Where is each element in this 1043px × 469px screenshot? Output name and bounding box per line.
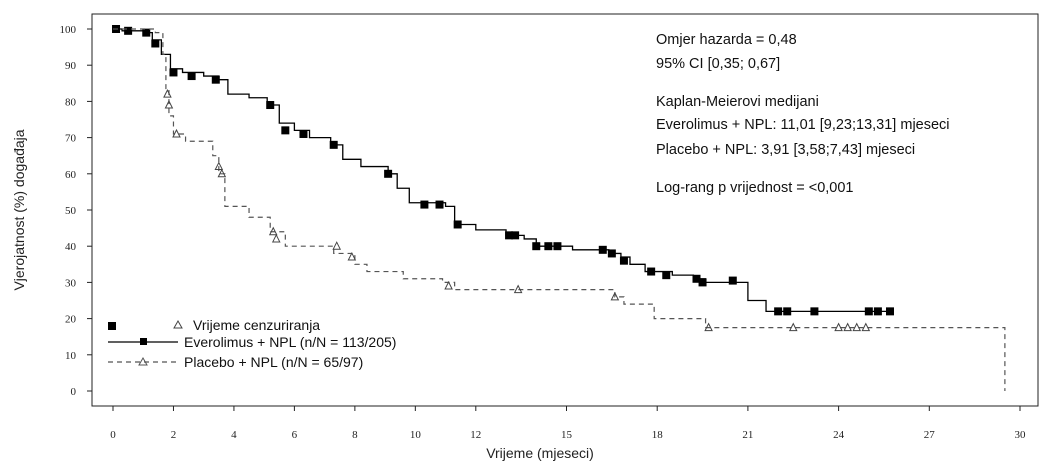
everolimus-censor-mark — [647, 267, 656, 276]
placebo-censor-mark — [852, 322, 862, 332]
everolimus-censor-mark — [511, 231, 520, 240]
everolimus-censor-mark — [864, 307, 873, 316]
x-tick-label: 6 — [292, 429, 298, 441]
x-tick-label: 4 — [231, 429, 237, 441]
everolimus-censor-mark — [619, 256, 628, 265]
legend-everolimus-label: Everolimus + NPL (n/N = 113/205) — [184, 334, 396, 350]
everolimus-censor-mark — [169, 68, 178, 77]
placebo-censor-mark — [513, 284, 523, 294]
placebo-censor-mark — [834, 322, 843, 332]
y-tick-label: 40 — [65, 241, 77, 253]
placebo-censor-mark — [172, 128, 181, 138]
legend-censor-label: Vrijeme cenzuriranja — [193, 317, 320, 333]
everolimus-censor-mark — [873, 307, 882, 316]
placebo-censor-mark — [347, 251, 357, 261]
y-tick-label: 20 — [65, 314, 77, 326]
everolimus-censor-mark — [420, 200, 429, 209]
y-tick-label: 30 — [65, 277, 77, 289]
placebo-censor-mark — [610, 291, 620, 301]
x-axis-title: Vrijeme (mjeseci) — [486, 445, 594, 461]
everolimus-censor-mark — [544, 242, 553, 251]
x-tick-label: 27 — [924, 429, 936, 441]
placebo-censor-mark — [332, 241, 342, 250]
everolimus-censor-mark — [774, 307, 783, 316]
everolimus-censor-mark — [607, 249, 616, 258]
everolimus-censor-mark — [532, 242, 541, 251]
ci-text: 95% CI [0,35; 0,67] — [656, 56, 780, 72]
y-tick-label: 80 — [65, 96, 77, 108]
legend-censor-square-icon — [108, 322, 116, 330]
legend-placebo-marker — [138, 356, 148, 366]
everolimus-censor-mark — [692, 274, 701, 283]
legend-placebo-label: Placebo + NPL (n/N = 65/97) — [184, 354, 363, 370]
series-layer — [112, 25, 1006, 391]
placebo-censor-mark — [704, 322, 713, 332]
x-tick-label: 15 — [561, 429, 573, 441]
y-tick-label: 10 — [65, 350, 77, 362]
everolimus-censor-mark — [187, 72, 196, 81]
everolimus-censor-mark — [662, 271, 671, 280]
annotation-block: Omjer hazarda = 0,48 95% CI [0,35; 0,67]… — [656, 32, 950, 196]
x-tick-label: 24 — [833, 429, 845, 441]
y-axis-title: Vjerojatnost (%) događaja — [11, 129, 27, 290]
everolimus-censor-mark — [281, 126, 290, 135]
placebo-censor-mark — [788, 322, 798, 332]
placebo-censor-mark — [861, 322, 871, 332]
everolimus-median-text: Everolimus + NPL: 11,01 [9,23;13,31] mje… — [656, 117, 950, 133]
everolimus-censor-mark — [266, 101, 275, 110]
y-tick-label: 50 — [65, 205, 77, 217]
legend: Vrijeme cenzuriranja Everolimus + NPL (n… — [108, 317, 396, 370]
x-tick-label: 18 — [652, 429, 664, 441]
y-tick-label: 90 — [65, 60, 77, 72]
x-tick-label: 2 — [171, 429, 177, 441]
y-tick-label: 100 — [60, 24, 77, 36]
everolimus-censor-mark — [885, 307, 894, 316]
legend-censor-triangle-icon — [173, 319, 183, 329]
everolimus-censor-mark — [453, 220, 462, 229]
everolimus-censor-mark — [299, 129, 308, 138]
tick-layer: 0 2 4 6 8 10 12 15 18 21 24 27 300102030405060708090… — [60, 24, 1027, 441]
placebo-censor-mark — [217, 168, 227, 178]
x-tick-label: 30 — [1015, 429, 1027, 441]
everolimus-censor-mark — [435, 200, 444, 209]
logrank-text: Log-rang p vrijednost = <0,001 — [656, 180, 854, 196]
everolimus-censor-mark — [698, 278, 707, 287]
y-tick-label: 60 — [65, 169, 77, 181]
hazard-ratio-text: Omjer hazarda = 0,48 — [656, 32, 797, 48]
placebo-median-text: Placebo + NPL: 3,91 [3,58;7,43] mjeseci — [656, 142, 915, 158]
placebo-censor-mark — [163, 89, 172, 98]
everolimus-censor-mark — [151, 39, 160, 48]
placebo-censor-mark — [268, 226, 278, 236]
legend-everolimus-marker — [140, 338, 147, 345]
everolimus-censor-mark — [211, 75, 220, 84]
y-tick-label: 70 — [65, 133, 77, 145]
y-tick-label: 0 — [71, 386, 77, 398]
x-tick-label: 0 — [110, 429, 116, 441]
placebo-censor-mark — [444, 280, 453, 290]
x-tick-label: 21 — [742, 429, 753, 441]
placebo-censor-mark — [843, 322, 852, 332]
everolimus-censor-mark — [142, 28, 151, 37]
everolimus-censor-mark — [553, 242, 562, 251]
everolimus-censor-mark — [329, 140, 338, 149]
everolimus-censor-mark — [505, 231, 514, 240]
x-tick-label: 8 — [352, 429, 358, 441]
placebo-censor-mark — [214, 161, 224, 171]
everolimus-censor-mark — [783, 307, 792, 316]
km-median-heading: Kaplan-Meierovi medijani — [656, 94, 819, 110]
everolimus-censor-mark — [598, 245, 607, 254]
x-tick-label: 10 — [410, 429, 422, 441]
everolimus-curve — [113, 28, 894, 313]
everolimus-censor-mark — [124, 26, 133, 35]
everolimus-censor-mark — [728, 276, 737, 285]
everolimus-censor-mark — [384, 169, 393, 178]
placebo-censor-mark — [271, 233, 281, 243]
everolimus-censor-mark — [810, 307, 819, 316]
x-tick-label: 12 — [470, 429, 481, 441]
placebo-censor-mark — [164, 99, 174, 109]
